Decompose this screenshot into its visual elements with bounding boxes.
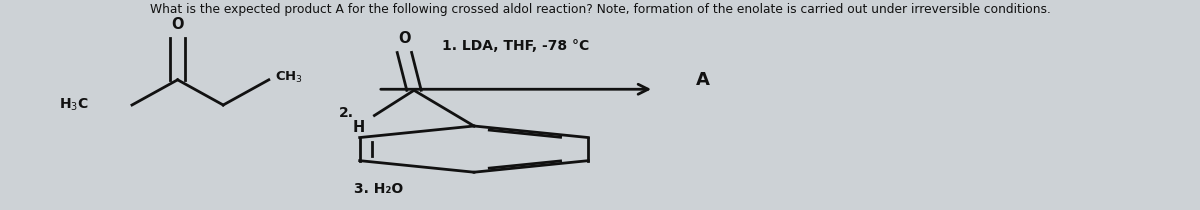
- Text: H$_3$C: H$_3$C: [59, 97, 89, 113]
- Text: 2.: 2.: [340, 106, 354, 120]
- Text: A: A: [696, 71, 710, 89]
- Text: H: H: [353, 120, 365, 135]
- Text: O: O: [172, 17, 184, 32]
- Text: 3. H₂O: 3. H₂O: [354, 182, 403, 196]
- Text: O: O: [398, 31, 410, 46]
- Text: What is the expected product A for the following crossed aldol reaction? Note, f: What is the expected product A for the f…: [150, 3, 1050, 16]
- Text: CH$_3$: CH$_3$: [275, 70, 302, 85]
- Text: 1. LDA, THF, -78 °C: 1. LDA, THF, -78 °C: [443, 39, 589, 53]
